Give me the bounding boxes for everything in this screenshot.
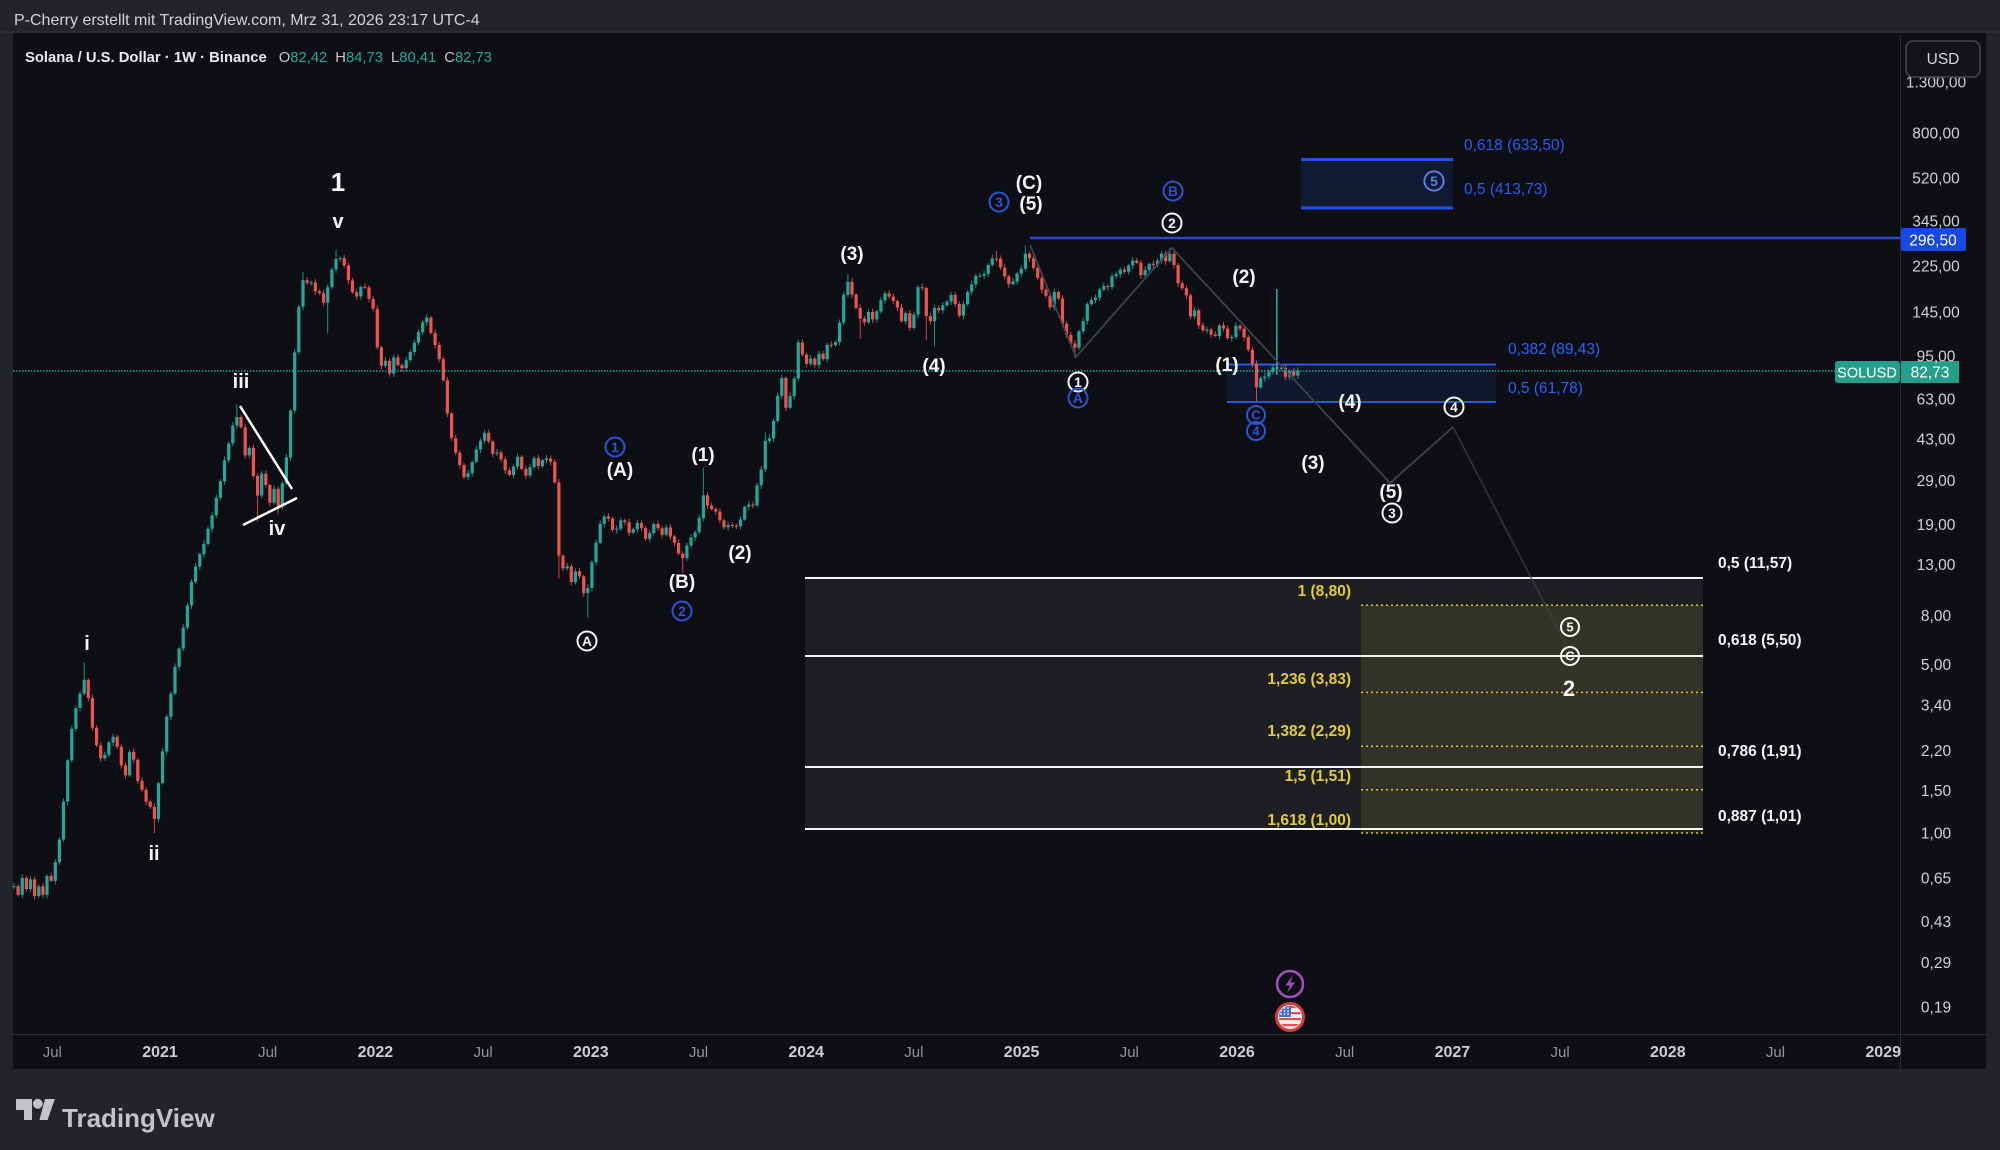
svg-text:(1): (1) <box>691 445 714 466</box>
svg-text:4: 4 <box>1252 424 1260 439</box>
svg-text:1 (8,80): 1 (8,80) <box>1298 583 1351 600</box>
svg-text:0,786 (1,91): 0,786 (1,91) <box>1718 743 1802 760</box>
svg-text:0,618 (633,50): 0,618 (633,50) <box>1464 137 1565 154</box>
svg-text:82,73: 82,73 <box>1911 365 1950 382</box>
svg-text:345,00: 345,00 <box>1912 214 1960 231</box>
svg-text:5: 5 <box>1430 173 1438 189</box>
svg-text:2: 2 <box>678 604 686 619</box>
svg-text:1,00: 1,00 <box>1921 826 1952 843</box>
svg-text:0,19: 0,19 <box>1921 999 1951 1016</box>
svg-text:3: 3 <box>1388 506 1396 521</box>
svg-text:(3): (3) <box>1301 453 1324 474</box>
svg-text:4: 4 <box>1450 400 1458 415</box>
svg-text:A: A <box>1073 391 1083 406</box>
svg-text:0,43: 0,43 <box>1921 914 1951 931</box>
svg-text:P-Cherry erstellt mit TradingV: P-Cherry erstellt mit TradingView.com, M… <box>14 12 480 29</box>
svg-text:5: 5 <box>1566 620 1573 635</box>
svg-text:145,00: 145,00 <box>1912 304 1960 321</box>
svg-text:v: v <box>332 211 344 233</box>
svg-text:63,00: 63,00 <box>1917 392 1956 409</box>
svg-text:(5): (5) <box>1019 194 1042 215</box>
svg-text:1,50: 1,50 <box>1921 783 1952 800</box>
svg-text:2023: 2023 <box>573 1044 609 1061</box>
svg-text:Jul: Jul <box>1551 1044 1570 1061</box>
svg-text:(A): (A) <box>607 460 633 481</box>
svg-text:(3): (3) <box>840 244 863 265</box>
svg-text:iii: iii <box>233 371 250 393</box>
svg-text:2: 2 <box>1168 216 1176 231</box>
svg-text:2025: 2025 <box>1004 1044 1040 1061</box>
svg-text:8,00: 8,00 <box>1921 608 1952 625</box>
svg-text:Jul: Jul <box>474 1044 493 1061</box>
svg-text:0,887 (1,01): 0,887 (1,01) <box>1718 808 1802 825</box>
svg-text:1: 1 <box>331 167 345 197</box>
svg-text:(B): (B) <box>669 572 695 593</box>
svg-text:Jul: Jul <box>904 1044 923 1061</box>
svg-text:2,20: 2,20 <box>1921 743 1952 760</box>
svg-text:i: i <box>84 633 90 655</box>
svg-text:296,50: 296,50 <box>1909 233 1957 250</box>
svg-text:0,65: 0,65 <box>1921 871 1951 888</box>
svg-text:iv: iv <box>269 518 287 540</box>
svg-text:13,00: 13,00 <box>1917 557 1956 574</box>
svg-text:0,5 (11,57): 0,5 (11,57) <box>1718 555 1792 572</box>
svg-text:Jul: Jul <box>1335 1044 1354 1061</box>
svg-text:Jul: Jul <box>258 1044 277 1061</box>
svg-text:225,00: 225,00 <box>1912 258 1960 275</box>
svg-text:Solana / U.S. Dollar · 1W · Bi: Solana / U.S. Dollar · 1W · Binance O82,4… <box>25 50 492 66</box>
svg-text:1: 1 <box>611 440 619 455</box>
svg-text:3,40: 3,40 <box>1921 697 1952 714</box>
svg-text:2021: 2021 <box>142 1044 178 1061</box>
svg-text:0,5 (61,78): 0,5 (61,78) <box>1508 380 1583 397</box>
svg-text:800,00: 800,00 <box>1912 126 1960 143</box>
svg-text:B: B <box>1168 184 1178 199</box>
svg-text:(5): (5) <box>1379 482 1402 503</box>
svg-text:SOLUSD: SOLUSD <box>1837 366 1897 382</box>
svg-text:USD: USD <box>1927 51 1960 68</box>
svg-text:2024: 2024 <box>788 1044 824 1061</box>
svg-text:0,5 (413,73): 0,5 (413,73) <box>1464 181 1548 198</box>
svg-text:95,00: 95,00 <box>1917 349 1956 366</box>
svg-text:C: C <box>1565 649 1575 664</box>
svg-text:2028: 2028 <box>1650 1044 1686 1061</box>
svg-text:2027: 2027 <box>1435 1044 1471 1061</box>
svg-text:2029: 2029 <box>1865 1044 1901 1061</box>
svg-text:2: 2 <box>1563 676 1575 701</box>
svg-text:Jul: Jul <box>43 1044 62 1061</box>
svg-text:Jul: Jul <box>1766 1044 1785 1061</box>
svg-text:(4): (4) <box>922 356 945 377</box>
svg-text:5,00: 5,00 <box>1921 657 1952 674</box>
svg-text:3: 3 <box>995 195 1003 210</box>
svg-text:1,382 (2,29): 1,382 (2,29) <box>1267 723 1351 740</box>
svg-text:C: C <box>1251 408 1261 423</box>
svg-text:(C): (C) <box>1016 173 1042 194</box>
svg-text:Jul: Jul <box>1120 1044 1139 1061</box>
svg-text:A: A <box>582 634 592 649</box>
svg-text:1: 1 <box>1074 375 1082 390</box>
svg-text:0,29: 0,29 <box>1921 955 1951 972</box>
svg-text:0,618 (5,50): 0,618 (5,50) <box>1718 632 1802 649</box>
svg-text:29,00: 29,00 <box>1917 473 1956 490</box>
svg-text:1.300,00: 1.300,00 <box>1906 75 1967 92</box>
svg-text:43,00: 43,00 <box>1917 432 1956 449</box>
svg-text:0,382 (89,43): 0,382 (89,43) <box>1508 341 1600 358</box>
svg-text:1,236 (3,83): 1,236 (3,83) <box>1267 671 1351 688</box>
svg-text:TradingView: TradingView <box>62 1103 215 1133</box>
svg-text:(2): (2) <box>728 543 751 564</box>
svg-text:(4): (4) <box>1338 392 1361 413</box>
svg-text:2026: 2026 <box>1219 1044 1255 1061</box>
svg-text:1,5 (1,51): 1,5 (1,51) <box>1285 768 1351 785</box>
svg-text:1,618 (1,00): 1,618 (1,00) <box>1267 812 1351 829</box>
svg-text:(2): (2) <box>1232 267 1255 288</box>
svg-text:2022: 2022 <box>358 1044 394 1061</box>
svg-text:520,00: 520,00 <box>1912 171 1960 188</box>
svg-text:ii: ii <box>148 843 159 865</box>
svg-text:(1): (1) <box>1215 355 1238 376</box>
svg-text:Jul: Jul <box>689 1044 708 1061</box>
svg-text:19,00: 19,00 <box>1917 517 1956 534</box>
